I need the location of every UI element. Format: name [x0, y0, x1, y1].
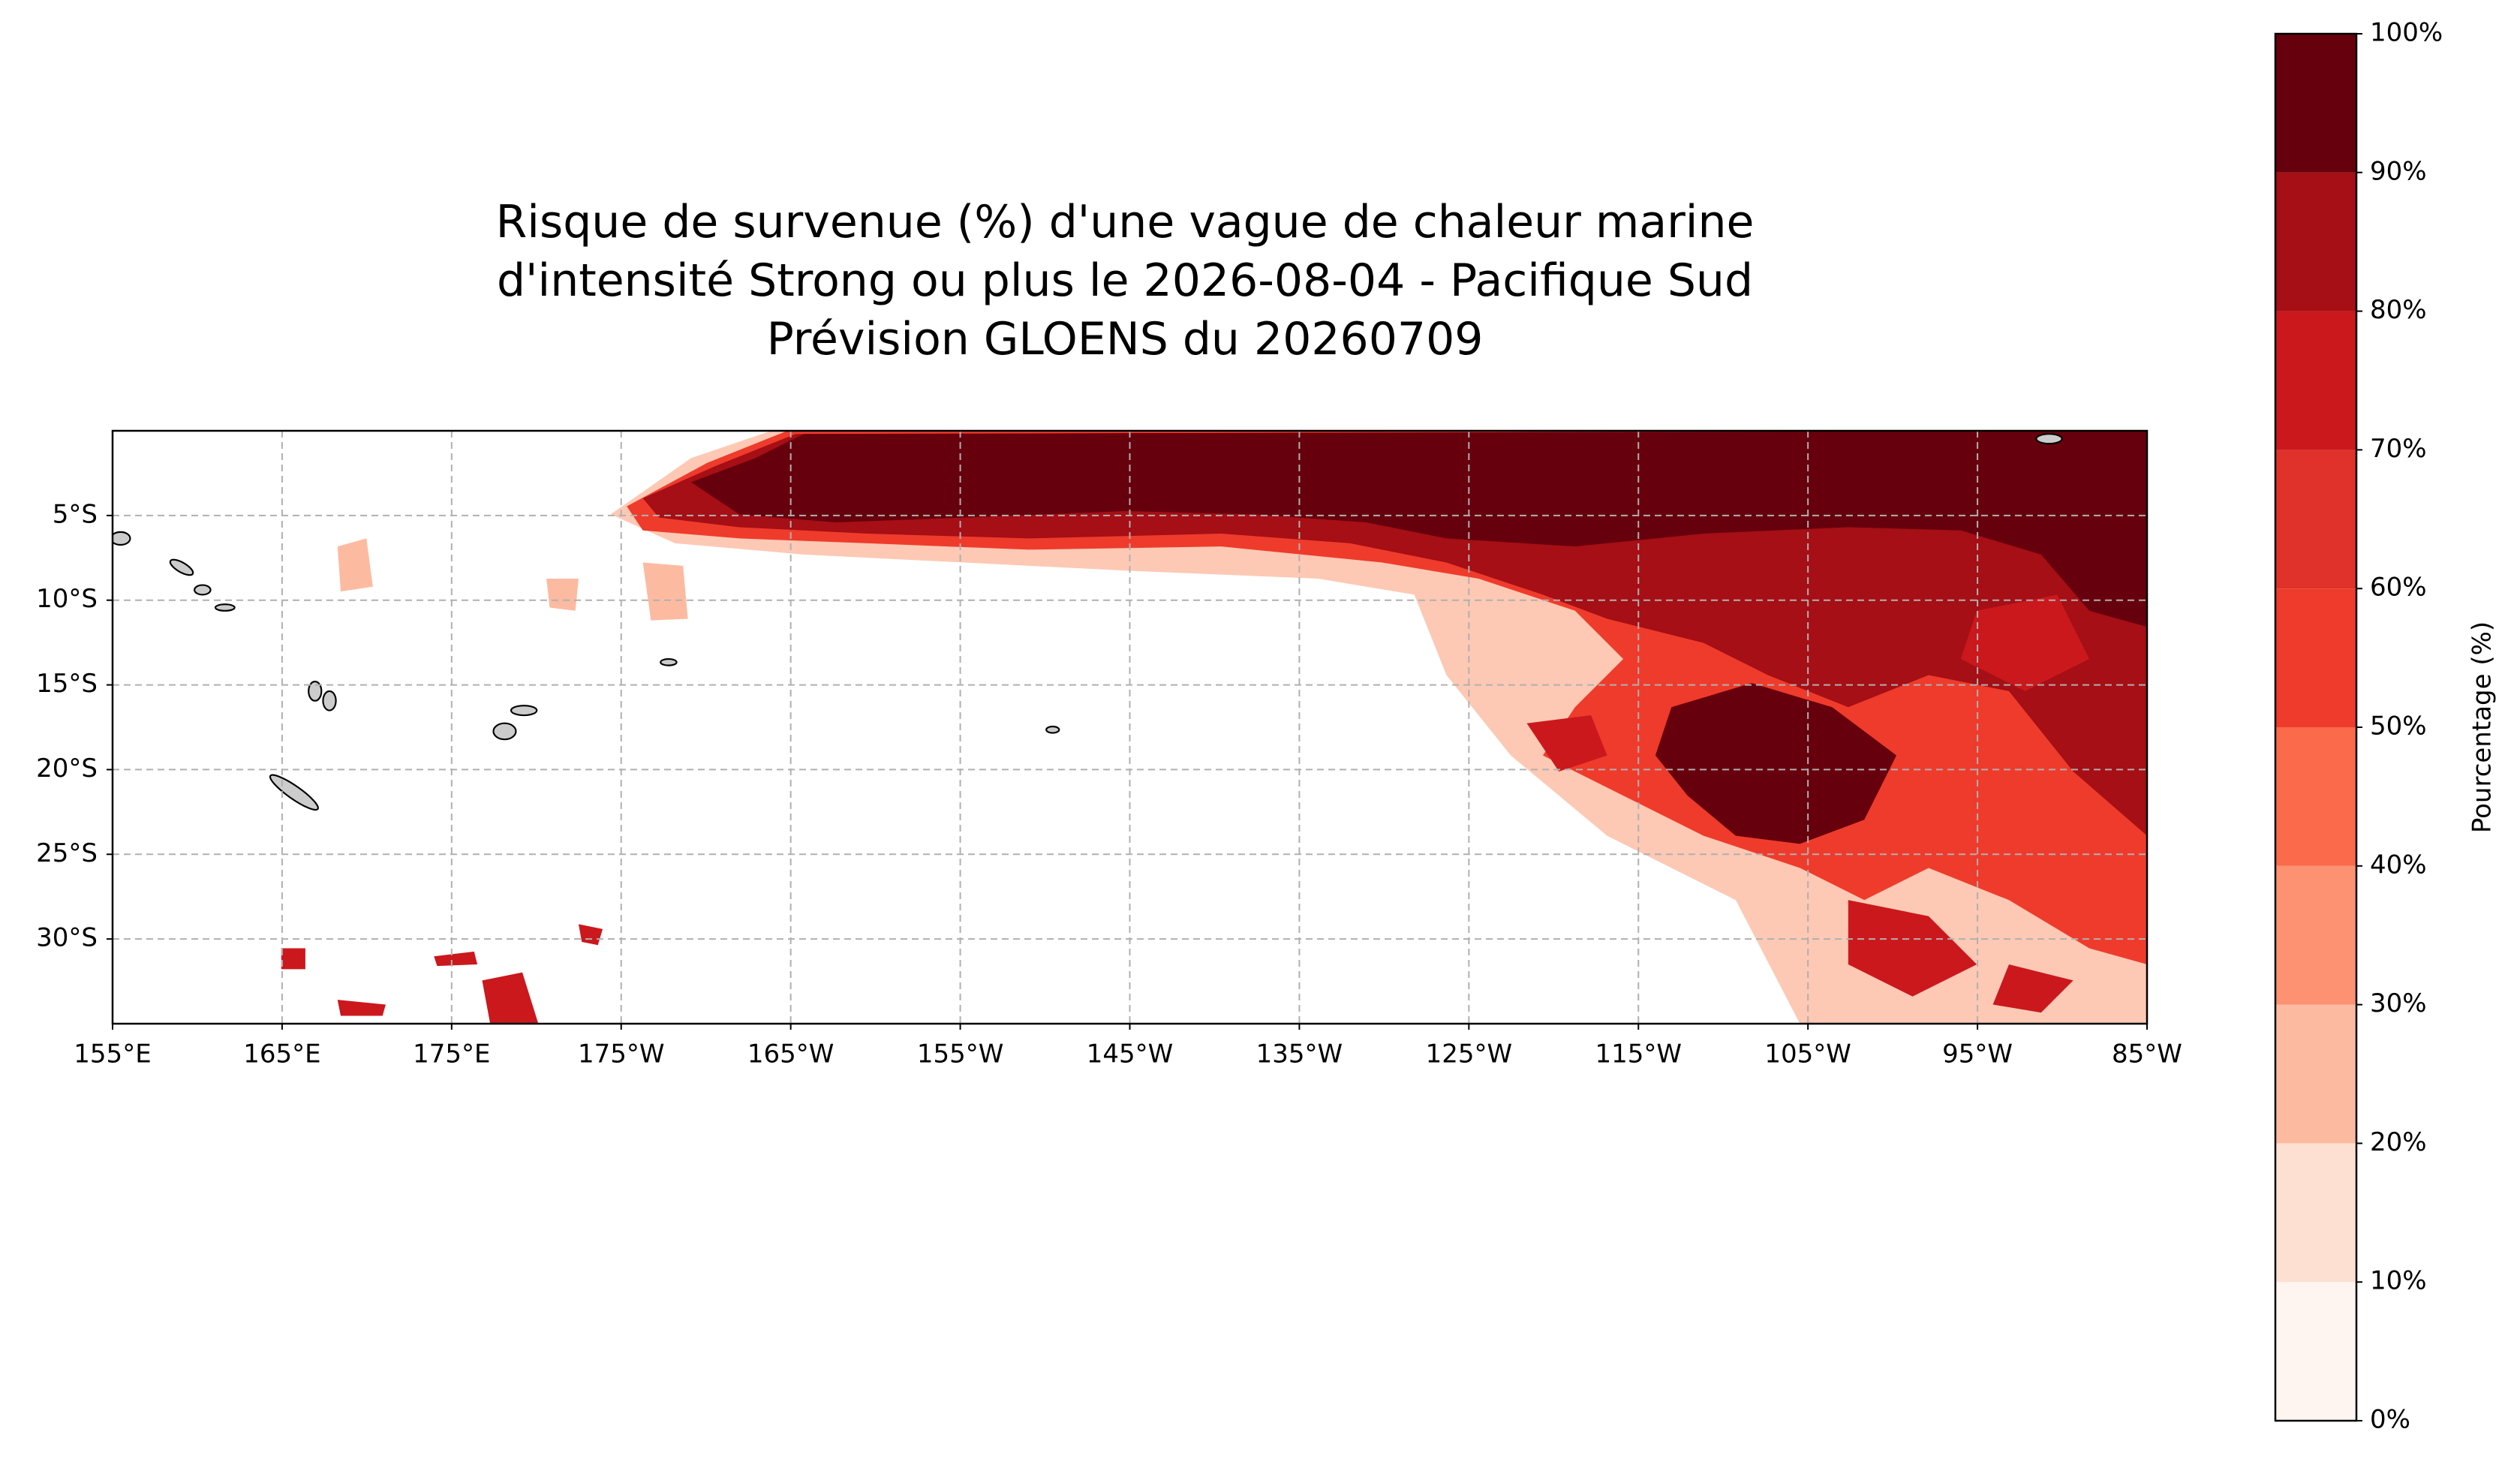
x-tick-label: 155°W: [917, 1039, 1004, 1069]
x-tick-label: 95°W: [1942, 1039, 2013, 1069]
colorbar-label: Pourcentage (%): [2467, 621, 2497, 833]
heat-max-south: [1655, 683, 1897, 844]
colorbar-tick-label: 80%: [2370, 295, 2427, 325]
colorbar-band: [2275, 727, 2356, 866]
heat-light-west: [337, 538, 688, 621]
colorbar-band: [2275, 450, 2356, 589]
colorbar-tick-label: 90%: [2370, 156, 2427, 186]
colorbar-band: [2275, 865, 2356, 1005]
title-line: Prévision GLOENS du 20260709: [767, 313, 1484, 366]
y-tick-label: 25°S: [36, 838, 98, 868]
colorbar-tick-label: 60%: [2370, 573, 2427, 603]
x-tick-label: 85°W: [2112, 1039, 2182, 1069]
colorbar-band: [2275, 1143, 2356, 1283]
colorbar-band: [2275, 1282, 2356, 1421]
x-tick-label: 115°W: [1595, 1039, 1682, 1069]
colorbar-tick-label: 10%: [2370, 1266, 2427, 1296]
grid: 155°E 165°E 175°E 175°W 165°W 155°W 145°W 135°W…: [36, 431, 2182, 1069]
title: Risque de survenue (%) d'une vague de ch…: [496, 196, 1755, 366]
colorbar-tick-label: 30%: [2370, 988, 2427, 1018]
x-tick-label: 175°W: [578, 1039, 665, 1069]
y-tick-label: 5°S: [53, 499, 98, 529]
heat-high-south: [1526, 594, 2090, 1013]
y-tick-label: 15°S: [36, 669, 98, 699]
colorbar-tick-label: 20%: [2370, 1127, 2427, 1157]
colorbar-tick-label: 50%: [2370, 711, 2427, 742]
x-tick-label: 125°W: [1426, 1039, 1513, 1069]
y-tick-label: 30°S: [36, 923, 98, 953]
colorbar-band: [2275, 172, 2356, 311]
colorbar-band: [2275, 588, 2356, 727]
colorbar: 0% 10% 20% 30% 40% 50% 60% 70% 80% 90% 100% Pourcen…: [2274, 18, 2497, 1435]
colorbar-tick-label: 70%: [2370, 434, 2427, 464]
heat-max: [690, 430, 2148, 627]
x-tick-label: 165°E: [243, 1039, 320, 1069]
colorbar-band: [2275, 1004, 2356, 1144]
x-tick-label: 105°W: [1764, 1039, 1851, 1069]
heat-high: [642, 430, 2148, 836]
colorbar-band: [2275, 34, 2356, 173]
heat-field: [112, 430, 2148, 1024]
colorbar-tick-label: 0%: [2370, 1405, 2410, 1435]
y-tick-label: 20°S: [36, 754, 98, 784]
x-tick-label: 155°E: [74, 1039, 151, 1069]
heat-patch-sw: [281, 924, 603, 1024]
map-frame: [111, 429, 2149, 1025]
title-line: d'intensité Strong ou plus le 2026-08-04…: [497, 254, 1753, 307]
y-tick-label: 10°S: [36, 584, 98, 614]
colorbar-tick-label: 100%: [2370, 18, 2443, 48]
colorbar-band: [2275, 311, 2356, 450]
title-line: Risque de survenue (%) d'une vague de ch…: [496, 196, 1755, 248]
x-tick-label: 145°W: [1087, 1039, 1174, 1069]
x-tick-label: 165°W: [747, 1039, 834, 1069]
colorbar-tick-label: 40%: [2370, 850, 2427, 880]
x-tick-label: 135°W: [1256, 1039, 1343, 1069]
x-tick-label: 175°E: [413, 1039, 490, 1069]
